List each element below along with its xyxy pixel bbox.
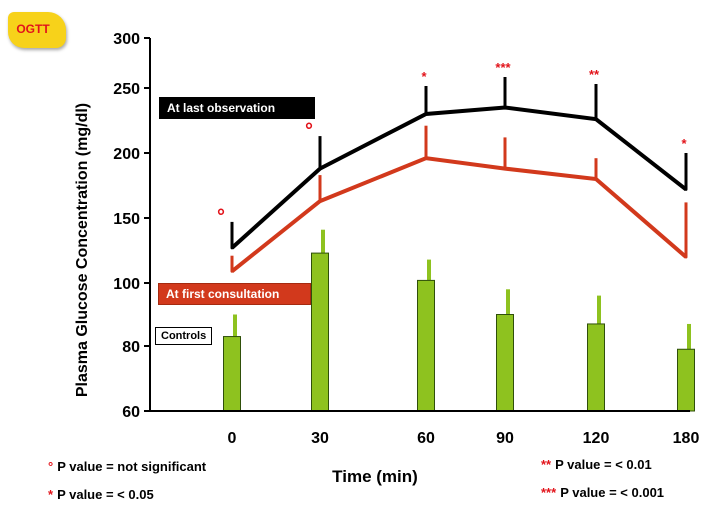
note-p05-symbol: * (48, 487, 54, 502)
last-observation-point (684, 187, 688, 191)
legend-first-consultation: At first consultation (158, 283, 311, 305)
legend-last-observation: At last observation (159, 97, 315, 119)
last-observation-point (594, 117, 598, 121)
controls-bar (223, 336, 241, 412)
y-tick-label: 250 (113, 81, 140, 98)
first-consultation-point (684, 255, 688, 259)
last-observation-line (230, 105, 688, 250)
significance-marker: ° (217, 206, 225, 228)
note-p0001: *** P value = < 0.001 (541, 485, 664, 500)
note-p05-text: P value = < 0.05 (57, 487, 154, 502)
controls-bar (417, 279, 435, 412)
chart-axes: 60 80 100 150 200 250 300 0 30 60 90 120 180 (113, 31, 699, 447)
note-ns-text: P value = not significant (57, 459, 207, 474)
first-consultation-point (230, 269, 234, 273)
y-tick-label: 100 (113, 276, 140, 293)
y-axis-title: Plasma Glucose Concentration (mg/dl) (74, 103, 91, 397)
x-tick-label: 30 (311, 430, 329, 447)
last-observation-point (424, 112, 428, 116)
x-tick-label: 180 (673, 430, 700, 447)
controls-bars (223, 229, 695, 412)
y-tick-label: 300 (113, 31, 140, 48)
note-p001: ** P value = < 0.01 (541, 457, 652, 472)
x-axis-title: Time (min) (332, 467, 418, 486)
last-observation-point (503, 106, 507, 109)
controls-bar (587, 323, 605, 412)
legend-controls-label: Controls (161, 330, 207, 342)
axis-labels: Time (min) Plasma Glucose Concentration … (74, 103, 418, 486)
significance-marker: * (421, 69, 427, 84)
y-tick-label: 80 (122, 339, 140, 356)
note-p001-symbol: *** (541, 485, 557, 500)
series-lines: °°**** *** (217, 60, 688, 273)
first-consultation-line (230, 156, 688, 273)
controls-bar (677, 348, 695, 412)
controls-bar (311, 252, 329, 412)
first-consultation-point (594, 177, 598, 181)
y-tick-label: 150 (113, 211, 140, 228)
x-tick-label: 60 (417, 430, 435, 447)
significance-marker: ° (305, 120, 313, 142)
significance-marker: *** (495, 60, 511, 75)
controls-bar (496, 314, 514, 412)
note-ns-symbol: ° (48, 459, 54, 474)
first-consultation-point (503, 167, 507, 171)
y-tick-label: 60 (122, 404, 140, 421)
ogtt-badge: OGTT (8, 12, 66, 48)
legend-controls: Controls (155, 327, 213, 345)
note-p01-text: P value = < 0.01 (555, 457, 652, 472)
note-p005: * P value = < 0.05 (48, 487, 154, 502)
first-consultation-point (318, 199, 322, 203)
x-tick-label: 120 (583, 430, 610, 447)
ogtt-badge-label: OGTT (16, 22, 50, 36)
note-p001-text: P value = < 0.001 (560, 485, 665, 500)
note-not-significant: ° P value = not significant (48, 459, 206, 474)
legend-last-label: At last observation (167, 101, 276, 115)
last-observation-point (230, 246, 234, 250)
significance-marker: ** (589, 67, 600, 82)
y-tick-label: 200 (113, 146, 140, 163)
legend-first-label: At first consultation (166, 287, 280, 301)
x-tick-label: 90 (496, 430, 514, 447)
note-p01-symbol: ** (541, 457, 552, 472)
last-observation-point (318, 167, 322, 171)
significance-marker: * (681, 136, 687, 151)
first-consultation-point (424, 156, 428, 160)
x-tick-label: 0 (228, 430, 237, 447)
